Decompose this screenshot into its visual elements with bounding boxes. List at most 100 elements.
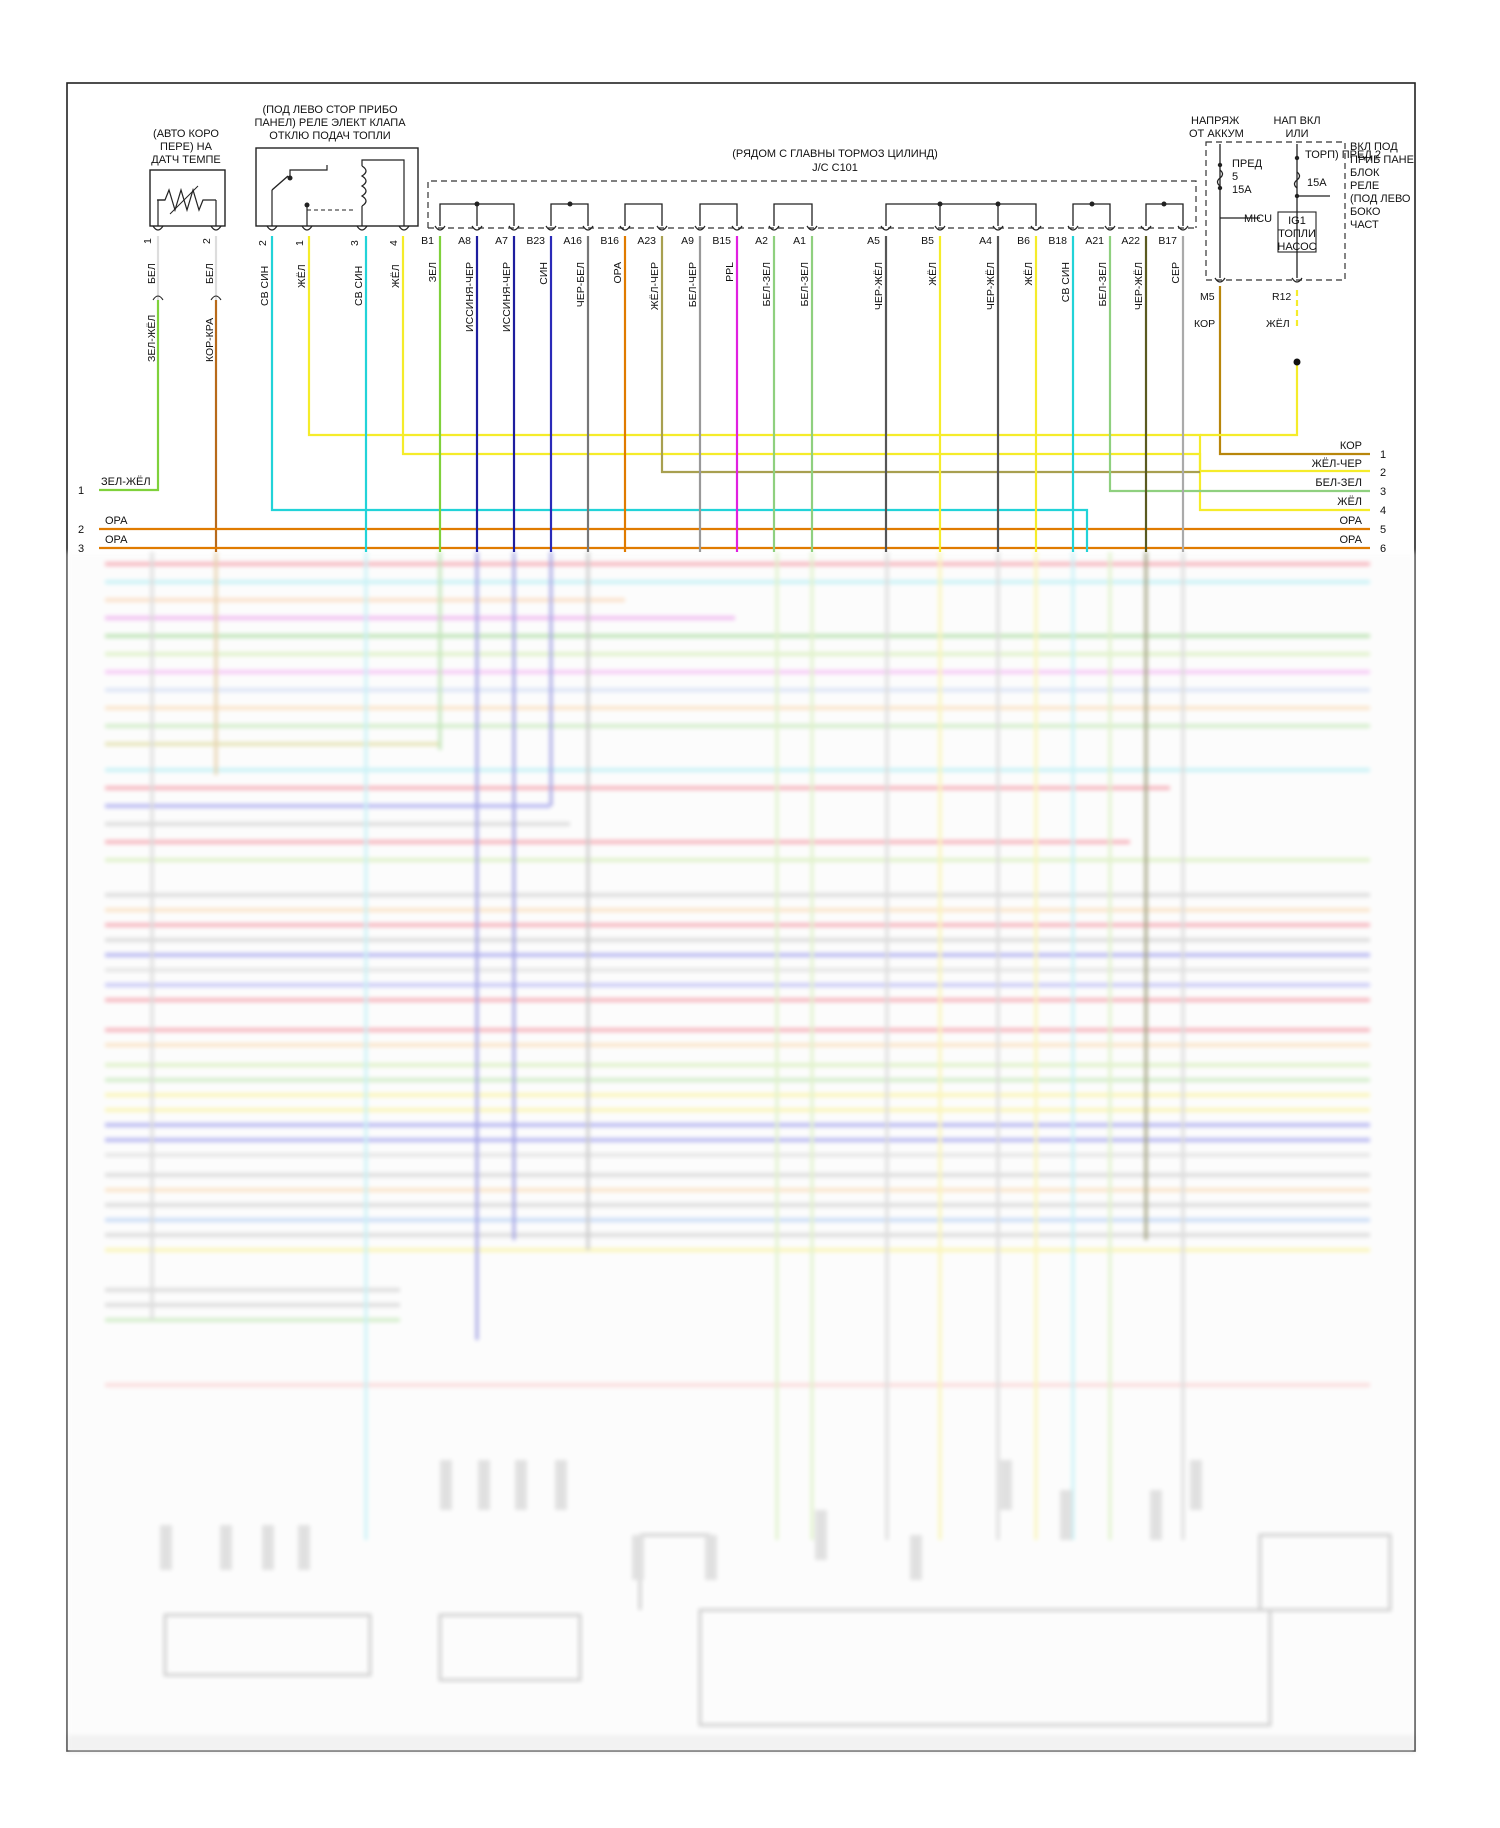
junction-wire-label: СВ СИН [1060, 262, 1072, 302]
junction-wire-label: ЧЕР-ЖЁЛ [873, 262, 885, 310]
fuse-box-dashed [1205, 141, 1346, 281]
fuse-box-right-line-7: ЧАСТ [1350, 219, 1379, 231]
fuse-box-right-line-3: БЛОК [1350, 167, 1380, 179]
temp-sensor-label-2: ПЕРЕ) НА [160, 141, 213, 153]
junction-pin-a4: A4 [979, 235, 992, 247]
fuse-box-batt-label-2: ОТ АККУМ [1189, 128, 1244, 140]
junction-pin-a9: A9 [681, 235, 694, 247]
relay-wire-label-4: ЖЁЛ [390, 264, 402, 288]
junction-pin-b16: B16 [600, 235, 619, 247]
junction-wire-label: БЕЛ-ЧЕР [687, 262, 699, 307]
junction-wire-label: ОРА [612, 262, 624, 283]
wire-zel-zhel [99, 300, 160, 492]
relay-body [255, 147, 419, 227]
sensor-wire-label-1: БЕЛ [146, 263, 158, 284]
relay-pin-4: 4 [388, 240, 400, 246]
relay-coil-icon [360, 165, 367, 207]
junction-wire-label: PPL [724, 262, 736, 282]
junction-pin-a2: A2 [755, 235, 768, 247]
junction-wire-label: ЗЕЛ [427, 262, 439, 282]
thermistor-arrow-icon [169, 185, 199, 215]
right-bus-label-5: ОРА [1340, 515, 1363, 527]
junction-wire-label: ЧЕР-БЕЛ [575, 262, 587, 307]
fuel-cutoff-relay: (ПОД ЛЕВО СТОР ПРИБО ПАНЕЛ) РЕЛЕ ЭЛЕКТ К… [254, 104, 419, 246]
sensor-wire-lower-2: КОР-КРА [204, 318, 216, 362]
junction-pin-b5: B5 [921, 235, 934, 247]
relay-label-1: (ПОД ЛЕВО СТОР ПРИБО [262, 104, 398, 116]
fuse-wire-kor: КОР [1194, 318, 1215, 330]
relay-pin-3: 3 [349, 240, 361, 246]
junction-dashed-box [427, 180, 1197, 228]
micu-label: MICU [1244, 213, 1272, 225]
fuse-box-batt-label-1: НАПРЯЖ [1191, 115, 1239, 127]
junction-pin-a1: A1 [793, 235, 806, 247]
fuse1-label-1: ПРЕД [1232, 158, 1263, 170]
junction-pin-a22: A22 [1121, 235, 1140, 247]
ig1-label-3: НАСОС [1277, 241, 1316, 253]
right-bus-num-3: 3 [1380, 486, 1386, 498]
junction-wire-label: БЕЛ-ЗЕЛ [761, 262, 773, 307]
relay-wire-label-2: ЖЁЛ [296, 264, 308, 288]
junction-wire-label: ИССИНЯ-ЧЕР [501, 262, 513, 332]
fuse-relay-box: НАПРЯЖ ОТ АККУМ НАП ВКЛ ИЛИ ТОРП) ПРЕД 2… [1189, 115, 1414, 330]
right-bus-label-4: ЖЁЛ [1337, 496, 1362, 508]
junction-pin-b17: B17 [1158, 235, 1177, 247]
fuse-box-ign-label-2: ИЛИ [1285, 128, 1308, 140]
fuse-box-ign-label-1: НАП ВКЛ [1273, 115, 1320, 127]
junction-wire-labels: ЗЕЛ ИССИНЯ-ЧЕР ИССИНЯ-ЧЕР СИН ЧЕР-БЕЛ ОРА ЖЁЛ-… [427, 262, 1182, 332]
right-bus-num-4: 4 [1380, 505, 1386, 517]
fuse1-label-3: 15A [1232, 184, 1252, 196]
fuse-box-right-line-5: (ПОД ЛЕВО [1350, 193, 1411, 205]
junction-wire-label: ИССИНЯ-ЧЕР [464, 262, 476, 332]
left-bus-num-2: 2 [78, 524, 84, 536]
right-bus-label-1: КОР [1340, 440, 1362, 452]
left-bus-label-2: ОРА [105, 515, 128, 527]
fuse-pin-m5: M5 [1200, 291, 1215, 303]
relay-label-2: ПАНЕЛ) РЕЛЕ ЭЛЕКТ КЛАПА [254, 117, 406, 129]
junction-wire-label: ЖЁЛ [1023, 262, 1035, 286]
junction-pin-b15: B15 [712, 235, 731, 247]
junction-wire-label: ЖЁЛ [927, 262, 939, 286]
fuse-box-right-label: ВКЛ ПОД ПРИБ ПАНЕ БЛОК РЕЛЕ (ПОД ЛЕВО БО… [1350, 141, 1414, 231]
left-bus: 1 ЗЕЛ-ЖЁЛ 2 ОРА 3 ОРА [78, 476, 151, 555]
fuse2-icon [1293, 171, 1301, 189]
left-bus-label-3: ОРА [105, 534, 128, 546]
fuse-box-right-line-1: ВКЛ ПОД [1350, 141, 1398, 153]
relay-label-3: ОТКЛЮ ПОДАЧ ТОПЛИ [269, 130, 390, 142]
relay-pin-1: 1 [294, 240, 306, 246]
right-bus-label-2: ЖЁЛ-ЧЕР [1312, 458, 1362, 470]
junction-pin-a7: A7 [495, 235, 508, 247]
junction-label-2: J/C C101 [812, 162, 858, 174]
wire-kor-right [1218, 286, 1370, 456]
ig1-label-1: IG1 [1288, 215, 1306, 227]
fuse-pin-r12: R12 [1272, 291, 1291, 303]
junction-pin-a16: A16 [563, 235, 582, 247]
right-bus-num-5: 5 [1380, 524, 1386, 536]
right-bus-num-2: 2 [1380, 467, 1386, 479]
fuse2-label: 15A [1307, 177, 1327, 189]
junction-pin-b1: B1 [421, 235, 434, 247]
fuse-wire-zhel: ЖЁЛ [1266, 318, 1290, 330]
left-bus-num-1: 1 [78, 485, 84, 497]
fuse-box-right-line-2: ПРИБ ПАНЕ [1350, 154, 1414, 166]
junction-wire-label: ЖЁЛ-ЧЕР [649, 262, 661, 310]
relay-switch-icon [271, 175, 289, 191]
right-bus: КОР 1 ЖЁЛ-ЧЕР 2 БЕЛ-ЗЕЛ 3 ЖЁЛ 4 ОРА 5 ОР… [1312, 440, 1387, 555]
wires [99, 236, 1370, 552]
temp-sensor-body [149, 169, 226, 227]
junction-pin-a21: A21 [1085, 235, 1104, 247]
junction-pin-b6: B6 [1017, 235, 1030, 247]
temp-sensor: (АВТО КОРО ПЕРЕ) НА ДАТЧ ТЕМПЕ 1 2 [142, 128, 226, 244]
right-bus-label-6: ОРА [1340, 534, 1363, 546]
sensor-wire-label-2: БЕЛ [204, 263, 216, 284]
junction-wire-label: ЧЕР-ЖЁЛ [1133, 262, 1145, 310]
temp-sensor-label-1: (АВТО КОРО [153, 128, 219, 140]
relay-wire-label-3: СВ СИН [353, 266, 365, 306]
junction-pin-a8: A8 [458, 235, 471, 247]
ig1-label-2: ТОПЛИ [1278, 228, 1316, 240]
right-bus-label-3: БЕЛ-ЗЕЛ [1315, 477, 1362, 489]
wire-relay-yellow-2 [401, 236, 1370, 473]
junction-label-1: (РЯДОМ С ГЛАВНЫ ТОРМОЗ ЦИЛИНД) [732, 148, 938, 160]
relay-pin-2: 2 [257, 240, 269, 246]
